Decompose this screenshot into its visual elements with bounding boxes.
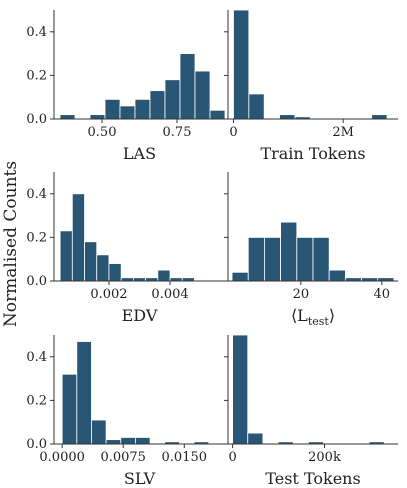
y-tick-label: 0.0 — [26, 112, 47, 127]
x-tick-label: 0.004 — [151, 287, 188, 302]
panel-slv: 0.0000 0.0075 0.0150 0.0 0.2 0.4 SLV — [26, 335, 225, 488]
x-tick-label: 40 — [374, 287, 391, 302]
histogram-bar — [91, 419, 107, 445]
histogram-bar — [96, 254, 110, 282]
x-axis-label: EDV — [122, 306, 158, 325]
x-tick-label: 0.75 — [163, 125, 192, 140]
histogram-bar — [135, 437, 151, 445]
x-axis-label: Test Tokens — [265, 469, 360, 488]
y-tick-label: 0.0 — [26, 437, 47, 452]
x-tick-label: 0.002 — [90, 287, 127, 302]
x-axis-label: LAS — [123, 144, 156, 163]
x-tick-label: 200k — [308, 450, 341, 465]
histogram-bar — [279, 114, 296, 120]
histogram-bar — [264, 236, 282, 282]
y-tick-label: 0.2 — [26, 230, 47, 245]
histogram-bar — [59, 114, 76, 120]
histogram-bar — [120, 437, 136, 445]
histogram-bar — [105, 439, 122, 445]
y-axis-label: Normalised Counts — [1, 161, 21, 327]
histogram-bar — [209, 109, 226, 120]
histogram-bar — [371, 114, 388, 120]
x-axis-label-main: ⟨L — [291, 306, 308, 325]
y-tick-label: 0.4 — [26, 187, 47, 202]
y-tick-label: 0.4 — [26, 25, 47, 40]
panel-train-tokens: 0 2M Train Tokens — [224, 9, 398, 163]
histogram-bar — [59, 230, 73, 282]
histogram-bar — [108, 263, 122, 282]
histogram-bar — [134, 98, 151, 120]
histogram-bar — [179, 53, 196, 120]
histogram-bar — [71, 193, 85, 282]
histogram-bar — [164, 79, 181, 120]
histogram-bar — [89, 114, 106, 120]
histogram-bar — [61, 373, 78, 445]
y-tick-label: 0.2 — [26, 393, 47, 408]
x-tick-label: 20 — [293, 287, 310, 302]
histogram-bar — [312, 236, 330, 282]
histogram-bar — [149, 90, 166, 120]
x-axis-label: ⟨Ltest⟩ — [291, 306, 335, 328]
histogram-bar — [231, 271, 249, 282]
histogram-bar — [280, 221, 298, 282]
histogram-bar — [84, 241, 98, 282]
histogram-bar — [104, 98, 121, 120]
panel-test-tokens: 0 200k Test Tokens — [224, 334, 398, 488]
y-tick-label: 0.0 — [26, 274, 47, 289]
x-tick-label: 0.50 — [88, 125, 117, 140]
histogram-bar — [233, 9, 250, 120]
histogram-bar — [328, 269, 346, 282]
x-tick-label: 0.0000 — [39, 450, 85, 465]
y-tick-label: 0.2 — [26, 68, 47, 83]
histogram-bar — [247, 432, 264, 445]
histogram-bar — [76, 341, 92, 445]
x-axis-label-suffix: ⟩ — [329, 306, 335, 325]
x-tick-label: 0 — [228, 450, 236, 465]
histogram-bar — [157, 269, 171, 282]
histogram-bar — [248, 93, 265, 120]
histogram-bar — [247, 236, 265, 282]
histogram-bar — [119, 105, 136, 120]
x-tick-label: 0.0150 — [162, 450, 208, 465]
x-axis-label-subscript: test — [308, 315, 330, 328]
panel-l-test: 20 40 ⟨Ltest⟩ — [224, 172, 398, 328]
y-tick-label: 0.4 — [26, 350, 47, 365]
x-axis-label: Train Tokens — [260, 144, 365, 163]
x-tick-label: 0 — [229, 125, 237, 140]
panel-las: 0.50 0.75 0.0 0.2 0.4 LAS — [26, 10, 226, 163]
histogram-bar — [194, 70, 211, 120]
x-tick-label: 0.0075 — [100, 450, 146, 465]
panel-edv: 0.002 0.004 0.0 0.2 0.4 EDV — [26, 172, 225, 325]
x-tick-label: 2M — [332, 125, 354, 140]
histogram-bar — [232, 334, 249, 445]
x-axis-label: SLV — [124, 469, 156, 488]
histogram-bar — [296, 236, 314, 282]
